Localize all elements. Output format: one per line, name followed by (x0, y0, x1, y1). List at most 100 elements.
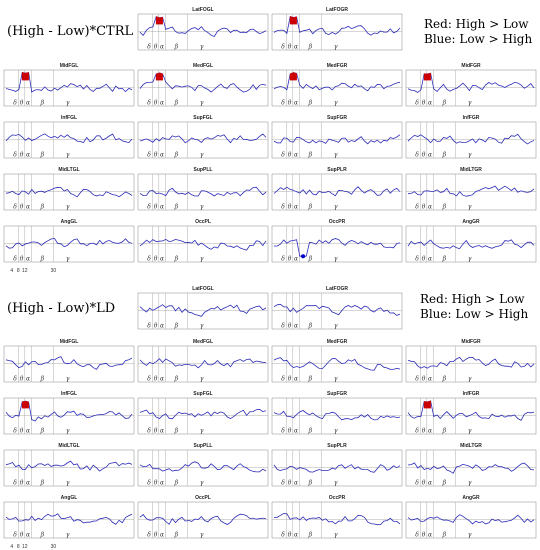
band-label: β (308, 204, 313, 211)
band-label: θ (288, 204, 292, 211)
band-label: δ (415, 376, 419, 383)
significance-high-gt-low (289, 16, 297, 25)
band-label: β (442, 428, 447, 435)
panel-ctrl-medfgr: MedFGR δ θ α β γ (271, 63, 403, 107)
panel-frame (271, 397, 403, 435)
band-label: δ (415, 256, 419, 263)
band-label: γ (200, 152, 204, 159)
band-label: θ (154, 100, 158, 107)
band-label: β (40, 256, 45, 263)
panel-frame (137, 69, 269, 107)
panel-title: SupPLR (327, 443, 347, 449)
panel-ld-latfogl: LatFOGL δ θ α β γ (137, 286, 269, 330)
panel-title: InfFGR (463, 391, 480, 397)
significance-high-gt-low (423, 72, 431, 81)
panel-ctrl-supfgr: SupFGR δ θ α β γ (271, 115, 403, 159)
band-label: γ (468, 532, 472, 539)
band-label: δ (147, 204, 151, 211)
band-label: γ (66, 152, 70, 159)
panel-frame (271, 449, 403, 487)
band-label: α (294, 100, 298, 107)
band-label: δ (281, 256, 285, 263)
band-label: γ (200, 428, 204, 435)
panel-title: OccPL (195, 495, 211, 501)
freq-tick-label: 4 (10, 544, 13, 550)
band-label: γ (334, 100, 338, 107)
significance-high-gt-low (423, 400, 431, 409)
band-label: β (40, 204, 45, 211)
panel-frame (405, 397, 537, 435)
band-label: γ (468, 100, 472, 107)
band-label: θ (20, 480, 24, 487)
band-label: θ (20, 376, 24, 383)
band-label: γ (66, 428, 70, 435)
band-label: β (442, 204, 447, 211)
legend-ctrl-red: Red: High > Low (424, 17, 529, 31)
section-heading-ld: (High - Low)*LD (7, 301, 116, 316)
panel-title: MedFGL (193, 63, 213, 69)
band-label: γ (334, 44, 338, 51)
panel-frame (137, 501, 269, 539)
panel-title: LatFOGL (192, 286, 213, 292)
panel-ctrl-midfgl: MidFGL δ θ α β γ (3, 63, 135, 107)
panel-frame (271, 173, 403, 211)
panel-ctrl-suppll: SupPLL δ θ α β γ (137, 167, 269, 211)
panel-title: SupFGR (327, 115, 347, 121)
band-label: θ (422, 376, 426, 383)
band-label: θ (20, 100, 24, 107)
band-label: θ (422, 204, 426, 211)
panel-ld-supplr: SupPLR δ θ α β γ (271, 443, 403, 487)
panel-ctrl-anggl: AngGL δ θ α β γ (3, 219, 135, 263)
band-label: δ (415, 532, 419, 539)
spectrum-trace (407, 239, 535, 250)
panel-frame (137, 292, 269, 330)
band-label: θ (288, 152, 292, 159)
band-label: θ (154, 152, 158, 159)
panel-frame (3, 173, 135, 211)
band-label: θ (288, 376, 292, 383)
band-label: θ (422, 532, 426, 539)
band-label: δ (281, 152, 285, 159)
panel-title: MidFGL (60, 339, 79, 345)
band-label: β (308, 532, 313, 539)
panel-frame (3, 345, 135, 383)
band-label: β (40, 532, 45, 539)
band-label: β (442, 152, 447, 159)
band-label: γ (200, 376, 204, 383)
significance-high-gt-low (155, 16, 163, 25)
band-label: δ (13, 532, 17, 539)
band-label: δ (415, 204, 419, 211)
panel-ctrl-supfgl: SupFGL δ θ α β γ (137, 115, 269, 159)
band-label: γ (200, 323, 204, 330)
band-label: θ (154, 480, 158, 487)
panel-frame (405, 173, 537, 211)
band-label: δ (13, 376, 17, 383)
band-label: δ (281, 428, 285, 435)
band-label: θ (154, 204, 158, 211)
band-label: δ (281, 323, 285, 330)
spectrum-trace (5, 133, 133, 144)
panel-ld-inffgr: InfFGR δ θ α β γ (405, 391, 537, 435)
panel-frame (3, 501, 135, 539)
band-label: α (26, 428, 30, 435)
band-label: δ (147, 532, 151, 539)
panel-ld-supfgl: SupFGL δ θ α β γ (137, 391, 269, 435)
band-label: β (308, 100, 313, 107)
band-label: δ (281, 204, 285, 211)
spectrum-trace (407, 462, 535, 474)
spectrum-trace (139, 304, 267, 317)
panel-ctrl-midfgr: MidFGR δ θ α β γ (405, 63, 537, 107)
panel-title: OccPR (329, 219, 346, 225)
band-label: β (308, 428, 313, 435)
band-label: α (428, 480, 432, 487)
freq-tick-label: 30 (51, 268, 57, 274)
band-label: θ (288, 480, 292, 487)
spectrum-trace (139, 238, 267, 251)
band-label: γ (334, 323, 338, 330)
spectrum-trace (407, 356, 535, 369)
band-label: θ (154, 428, 158, 435)
band-label: α (294, 204, 298, 211)
panel-title: InfFGR (463, 115, 480, 121)
panel-frame (3, 449, 135, 487)
band-label: β (308, 480, 313, 487)
